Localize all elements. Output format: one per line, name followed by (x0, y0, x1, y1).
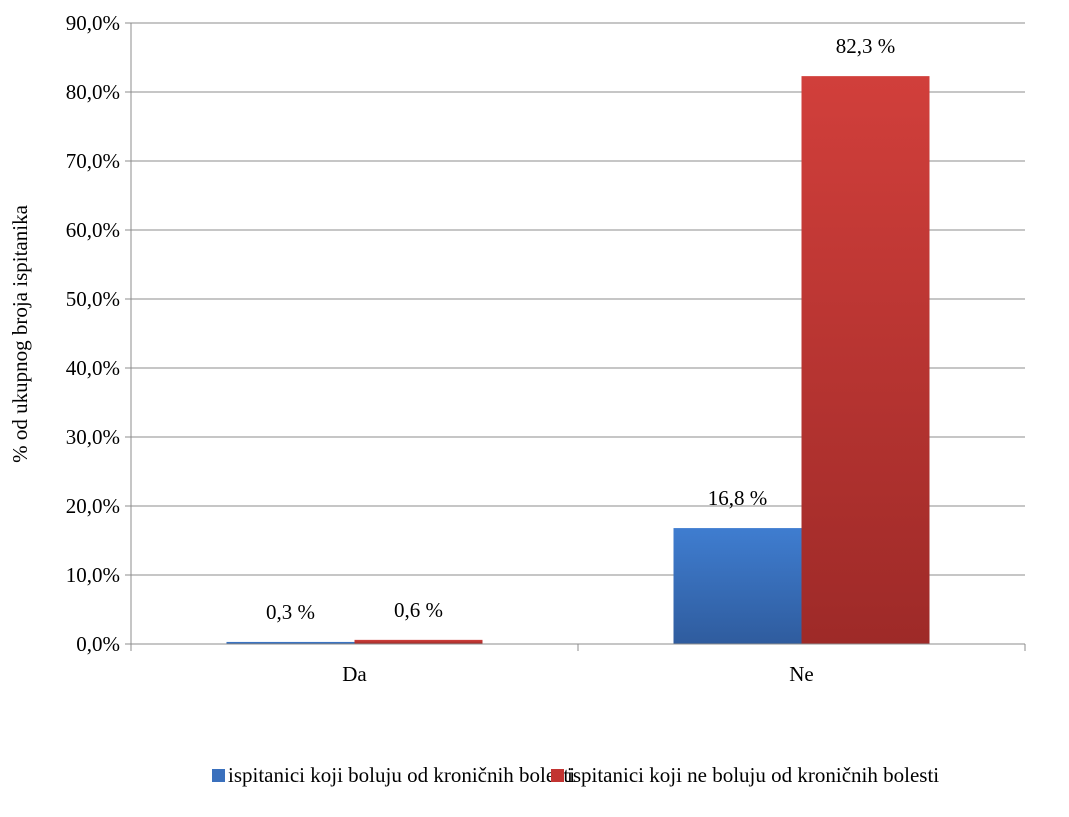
y-tick-label: 90,0% (66, 11, 120, 35)
bar-1-ne (673, 528, 802, 644)
legend-label-series-1: ispitanici koji boluju od kroničnih bole… (228, 763, 576, 787)
x-category-label: Ne (789, 662, 814, 686)
bars (226, 76, 930, 644)
y-tick-label: 50,0% (66, 287, 120, 311)
legend: ispitanici koji boluju od kroničnih bole… (0, 763, 1069, 793)
gridlines (131, 22, 1025, 645)
data-label: 82,3 % (836, 34, 896, 58)
legend-item-series-1: ispitanici koji boluju od kroničnih bole… (212, 763, 575, 788)
bar-2-ne (801, 76, 930, 644)
y-tick-label: 20,0% (66, 494, 120, 518)
y-tick-label: 70,0% (66, 149, 120, 173)
data-label: 16,8 % (708, 486, 768, 510)
legend-swatch-red (551, 769, 564, 782)
legend-swatch-blue (212, 769, 225, 782)
y-tick-label: 0,0% (76, 632, 120, 656)
y-tick-label: 30,0% (66, 425, 120, 449)
y-axis-label: % od ukupnog broja ispitanika (8, 204, 32, 462)
data-label: 0,6 % (394, 598, 443, 622)
axes: 0,0% 10,0% 20,0% 30,0% 40,0% 50,0% 60,0% 70,0% 8… (66, 11, 1026, 686)
y-tick-label: 10,0% (66, 563, 120, 587)
x-category-label: Da (342, 662, 367, 686)
y-tick-label: 60,0% (66, 218, 120, 242)
y-tick-label: 40,0% (66, 356, 120, 380)
data-labels: 0,3 % 0,6 % 16,8 % 82,3 % (266, 34, 895, 624)
legend-item-series-2: ispitanici koji ne boluju od kroničnih b… (551, 763, 939, 788)
bar-chart: 0,0% 10,0% 20,0% 30,0% 40,0% 50,0% 60,0% 70,0% 8… (8, 11, 1026, 686)
data-label: 0,3 % (266, 600, 315, 624)
bar-2-da (354, 639, 483, 644)
legend-label-series-2: ispitanici koji ne boluju od kroničnih b… (567, 763, 940, 787)
bar-1-da (226, 641, 355, 644)
y-tick-label: 80,0% (66, 80, 120, 104)
